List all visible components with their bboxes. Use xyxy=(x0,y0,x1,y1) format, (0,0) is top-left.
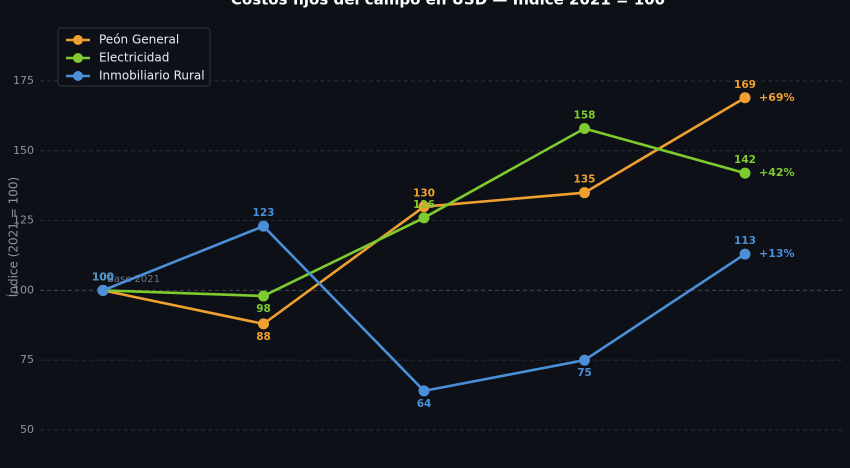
data-label: 126 xyxy=(413,199,435,211)
data-point xyxy=(258,290,269,302)
data-label: 88 xyxy=(256,331,271,343)
legend-marker xyxy=(73,53,83,63)
y-tick-label: 175 xyxy=(13,74,34,87)
y-tick-label: 150 xyxy=(13,144,34,157)
data-point xyxy=(579,354,590,366)
change-label: +13% xyxy=(759,247,795,260)
data-point xyxy=(579,122,590,134)
data-point xyxy=(739,92,751,104)
chart-title: Costos fijos del campo en USD — Índice 2… xyxy=(231,0,665,9)
x-tick-label: 2025 xyxy=(730,467,761,468)
data-label: 113 xyxy=(734,235,756,247)
y-tick-label: 125 xyxy=(13,214,34,227)
y-tick-label: 100 xyxy=(13,283,34,296)
data-label: 123 xyxy=(253,207,275,219)
data-point xyxy=(418,212,430,224)
data-label: 135 xyxy=(574,174,596,186)
data-point xyxy=(579,187,590,199)
legend-marker xyxy=(73,35,83,45)
data-point xyxy=(418,385,430,397)
data-label: 100 xyxy=(92,271,114,283)
x-tick-label: 2021 xyxy=(88,467,119,468)
data-point xyxy=(258,220,269,232)
data-label: 98 xyxy=(256,303,271,315)
data-label: 100 xyxy=(92,271,114,283)
legend-marker xyxy=(73,71,83,81)
data-point xyxy=(258,318,269,330)
y-tick-label: 75 xyxy=(20,353,34,366)
data-label: 64 xyxy=(417,398,432,410)
data-label: 142 xyxy=(734,154,756,166)
data-label: 100 xyxy=(92,271,114,283)
data-label: 75 xyxy=(577,367,592,379)
data-point xyxy=(739,248,751,260)
data-label: 158 xyxy=(574,109,596,121)
data-label: 169 xyxy=(734,79,756,91)
legend-box xyxy=(57,27,211,87)
change-label: +69% xyxy=(759,91,795,104)
legend-label: Peón General xyxy=(99,33,179,47)
x-tick-label: 2022 xyxy=(248,467,279,468)
legend-label: Inmobiliario Rural xyxy=(99,69,205,83)
change-label: +42% xyxy=(759,166,795,179)
data-point xyxy=(418,201,430,213)
legend-label: Electricidad xyxy=(99,51,169,65)
x-tick-label: 2023 xyxy=(409,467,440,468)
data-label: 130 xyxy=(413,188,435,200)
data-point xyxy=(739,167,751,179)
data-point xyxy=(97,284,109,296)
y-tick-label: 50 xyxy=(20,423,34,436)
x-tick-label: 2024 xyxy=(569,467,600,468)
y-axis-label: Índice (2021 = 100) xyxy=(6,177,21,297)
